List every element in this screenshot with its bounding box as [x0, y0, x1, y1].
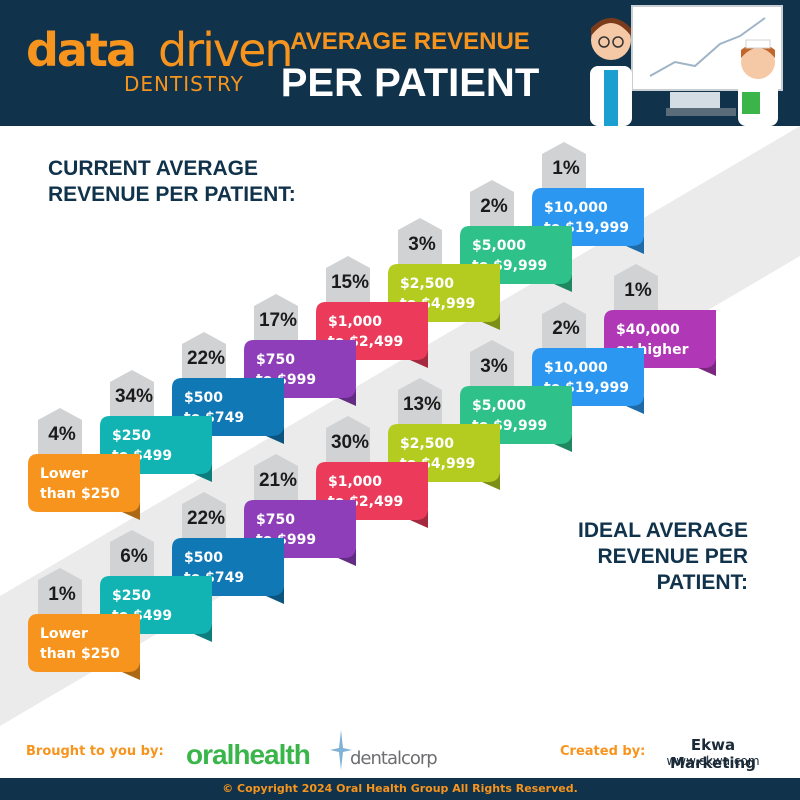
- dentist-head: [591, 20, 631, 60]
- percent-label: 2%: [552, 318, 580, 339]
- glasses-left: [598, 36, 610, 48]
- ekwa-url: www.ekwa.com: [666, 754, 760, 768]
- percent-tab: [470, 340, 514, 390]
- category-label: than $250: [40, 646, 120, 662]
- whiteboard-chart-line: [649, 17, 766, 77]
- percent-tab: [398, 218, 442, 268]
- category-label: $2,500: [400, 436, 454, 452]
- percent-tab: [110, 370, 154, 420]
- percent-label: 1%: [552, 158, 580, 179]
- category-label: $250: [112, 428, 151, 444]
- category-label: $10,000: [544, 360, 608, 376]
- current-title-line-1: CURRENT AVERAGE: [48, 157, 259, 180]
- percent-label: 21%: [259, 470, 297, 491]
- revenue-block: [28, 454, 140, 512]
- tier-block: 4% Lower than $250: [28, 408, 140, 520]
- percent-tab: [614, 264, 658, 314]
- revenue-block: [28, 614, 140, 672]
- dentist-illustration: [590, 5, 783, 126]
- desk: [666, 108, 736, 116]
- percent-tab: [542, 302, 586, 352]
- footer: Brought to you by: oralhealth dentalcorp…: [0, 726, 800, 800]
- percent-label: 1%: [48, 584, 76, 605]
- oralhealth-logo: oralhealth: [186, 739, 311, 770]
- tier-block: 1% Lower than $250: [28, 568, 140, 680]
- dentist-hair: [591, 18, 631, 36]
- percent-tab: [326, 256, 370, 306]
- dentist-shirt: [604, 70, 618, 126]
- percent-tab: [254, 294, 298, 344]
- category-label: $5,000: [472, 398, 526, 414]
- category-label: than $250: [40, 486, 120, 502]
- ideal-section-title: IDEAL AVERAGE REVENUE PER PATIENT:: [520, 518, 748, 596]
- percent-label: 17%: [259, 310, 297, 331]
- ideal-title-line-1: IDEAL AVERAGE: [578, 519, 748, 542]
- category-label: $5,000: [472, 238, 526, 254]
- percent-label: 30%: [331, 432, 369, 453]
- ekwa-marketing-name: Ekwa Marketing: [670, 736, 756, 772]
- dentalcorp-logo: dentalcorp: [350, 748, 438, 769]
- category-label: $500: [184, 550, 223, 566]
- category-label: Lower: [40, 466, 88, 482]
- category-label: $750: [256, 352, 295, 368]
- percent-tab: [254, 454, 298, 504]
- percent-tab: [38, 408, 82, 458]
- category-label: $10,000: [544, 200, 608, 216]
- percent-label: 4%: [48, 424, 76, 445]
- percent-label: 15%: [331, 272, 369, 293]
- percent-label: 3%: [480, 356, 508, 377]
- clipboard: [742, 92, 760, 114]
- category-label: $500: [184, 390, 223, 406]
- percent-tab: [542, 142, 586, 192]
- category-label: $1,000: [328, 314, 382, 330]
- percent-label: 22%: [187, 508, 225, 529]
- nurse-head: [741, 45, 775, 79]
- title-line-1: AVERAGE REVENUE: [290, 28, 530, 55]
- category-label: $250: [112, 588, 151, 604]
- nurse-cap: [745, 39, 771, 49]
- category-label: Lower: [40, 626, 88, 642]
- dentalcorp-star-icon: [330, 730, 352, 770]
- created-by-label: Created by:: [560, 744, 646, 759]
- title-line-2: PER PATIENT: [280, 61, 540, 105]
- percent-label: 34%: [115, 386, 153, 407]
- percent-tab: [110, 530, 154, 580]
- ideal-title-line-2: REVENUE PER PATIENT:: [597, 545, 748, 594]
- brought-by-label: Brought to you by:: [26, 744, 164, 759]
- category-label: $750: [256, 512, 295, 528]
- percent-label: 22%: [187, 348, 225, 369]
- percent-tab: [398, 378, 442, 428]
- percent-label: 6%: [120, 546, 148, 567]
- percent-label: 1%: [624, 280, 652, 301]
- logo-word-driven: driven: [158, 23, 294, 77]
- copyright-bar: © Copyright 2024 Oral Health Group All R…: [0, 778, 800, 800]
- dental-chair: [670, 92, 720, 108]
- percent-label: 13%: [403, 394, 441, 415]
- percent-tab: [182, 332, 226, 382]
- percent-tab: [326, 416, 370, 466]
- current-section-title: CURRENT AVERAGE REVENUE PER PATIENT:: [48, 156, 296, 208]
- percent-tab: [470, 180, 514, 230]
- percent-label: 2%: [480, 196, 508, 217]
- glasses-right: [612, 36, 624, 48]
- header: data driven DENTISTRY AVERAGE REVENUE PE…: [0, 0, 800, 126]
- current-title-line-2: REVENUE PER PATIENT:: [48, 183, 296, 206]
- percent-tab: [38, 568, 82, 618]
- category-label: $2,500: [400, 276, 454, 292]
- logo-word-dentistry: DENTISTRY: [124, 72, 244, 96]
- logo-word-data: data: [26, 23, 137, 77]
- data-driven-dentistry-logo: data driven DENTISTRY: [26, 23, 294, 104]
- category-label: $40,000: [616, 322, 680, 338]
- category-label: $1,000: [328, 474, 382, 490]
- percent-tab: [182, 492, 226, 542]
- percent-label: 3%: [408, 234, 436, 255]
